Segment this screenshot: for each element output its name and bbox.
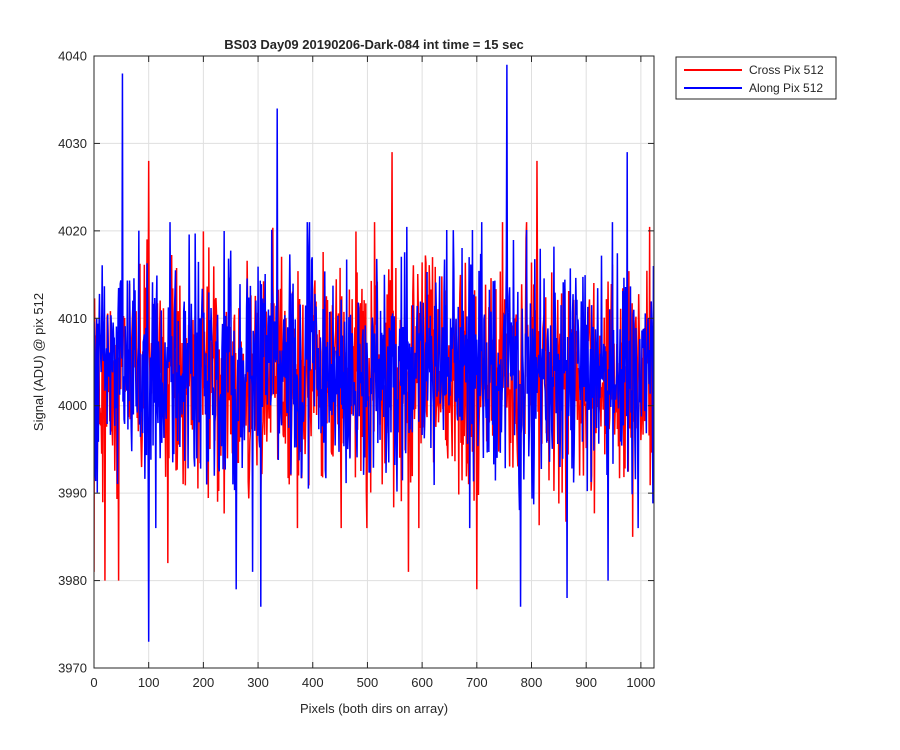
x-tick-label: 900	[575, 675, 597, 690]
x-tick-label: 200	[193, 675, 215, 690]
x-axis-label: Pixels (both dirs on array)	[300, 701, 448, 716]
chart-title: BS03 Day09 20190206-Dark-084 int time = …	[224, 37, 524, 52]
legend-label-along: Along Pix 512	[749, 81, 823, 95]
x-tick-label: 300	[247, 675, 269, 690]
legend-label-cross: Cross Pix 512	[749, 63, 824, 77]
x-tick-label: 700	[466, 675, 488, 690]
x-tick-label: 800	[521, 675, 543, 690]
legend-box	[675, 56, 837, 100]
series-layer	[94, 64, 654, 642]
y-tick-label: 3980	[58, 573, 87, 588]
y-tick-label: 3970	[58, 661, 87, 676]
series-line-along-pix-512	[94, 64, 654, 642]
x-tick-label: 100	[138, 675, 160, 690]
y-tick-label: 4000	[58, 398, 87, 413]
y-tick-label: 4040	[58, 49, 87, 64]
x-tick-label: 1000	[626, 675, 655, 690]
y-tick-label: 4010	[58, 311, 87, 326]
x-tick-label: 0	[90, 675, 97, 690]
y-tick-label: 3990	[58, 486, 87, 501]
x-tick-label: 500	[357, 675, 379, 690]
x-tick-label: 400	[302, 675, 324, 690]
y-tick-label: 4020	[58, 223, 87, 238]
y-tick-label: 4030	[58, 136, 87, 151]
ticks: 0 100 200 300 400 500 600 700 800 900 1000 3970 3980…	[58, 49, 655, 691]
y-axis-label: Signal (ADU) @ pix 512	[31, 293, 46, 431]
x-tick-label: 600	[411, 675, 433, 690]
legend: Cross Pix 512 Along Pix 512	[675, 56, 837, 100]
plot-frame	[93, 55, 655, 669]
